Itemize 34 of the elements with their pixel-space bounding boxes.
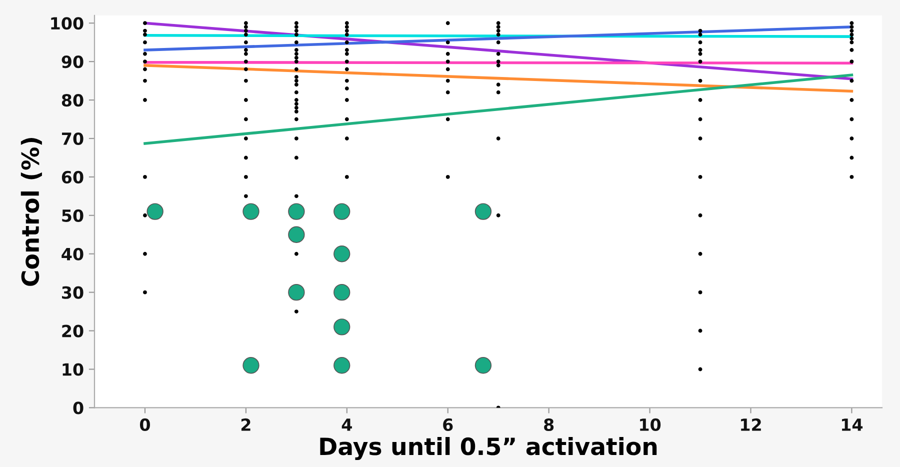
point [288, 284, 305, 301]
point [146, 203, 164, 220]
y-tick-label: 50 [62, 209, 84, 222]
x-tick-label: 0 [140, 418, 150, 432]
y-tick-label: 60 [62, 170, 84, 184]
point [288, 226, 305, 243]
y-tick-label: 80 [62, 94, 84, 107]
point [242, 357, 260, 374]
y-tick-label: 10 [62, 363, 84, 376]
point [242, 203, 260, 220]
y-tick-label: 30 [62, 286, 84, 299]
x-tick-label: 10 [640, 418, 661, 432]
y-tick-label: 90 [62, 56, 84, 68]
point [288, 203, 305, 220]
point [334, 203, 350, 220]
x-tick-label: 14 [842, 418, 863, 431]
point [334, 246, 350, 262]
point [334, 318, 350, 336]
y-axis-title: Control (%) [20, 138, 42, 286]
point [474, 203, 492, 220]
x-tick-label: 12 [741, 418, 761, 431]
x-tick-label: 2 [241, 418, 250, 431]
point [474, 357, 492, 374]
y-tick-label: 70 [62, 132, 84, 146]
y-tick-label: 40 [62, 248, 84, 260]
y-tick-label: 100 [51, 17, 84, 30]
point [334, 284, 350, 301]
point [334, 357, 350, 374]
x-axis-title: Days until 0.5” activation [320, 437, 657, 460]
x-tick-label: 6 [443, 418, 453, 432]
x-tick-label: 8 [544, 418, 554, 432]
y-tick-label: 0 [73, 402, 84, 414]
y-tick-label: 20 [62, 324, 84, 338]
x-tick-label: 4 [342, 418, 352, 431]
